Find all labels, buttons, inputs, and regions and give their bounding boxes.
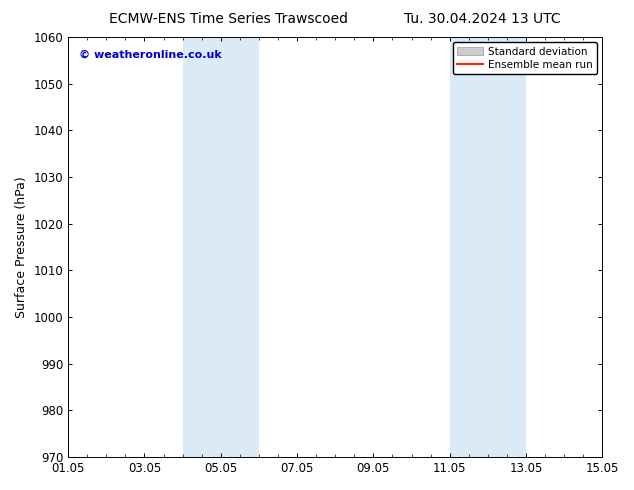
Y-axis label: Surface Pressure (hPa): Surface Pressure (hPa) xyxy=(15,176,28,318)
Bar xyxy=(450,37,526,457)
Bar xyxy=(183,37,259,457)
Text: Tu. 30.04.2024 13 UTC: Tu. 30.04.2024 13 UTC xyxy=(403,12,560,26)
Text: ECMW-ENS Time Series Trawscoed: ECMW-ENS Time Series Trawscoed xyxy=(109,12,347,26)
Legend: Standard deviation, Ensemble mean run: Standard deviation, Ensemble mean run xyxy=(453,42,597,74)
Text: © weatheronline.co.uk: © weatheronline.co.uk xyxy=(79,50,222,60)
